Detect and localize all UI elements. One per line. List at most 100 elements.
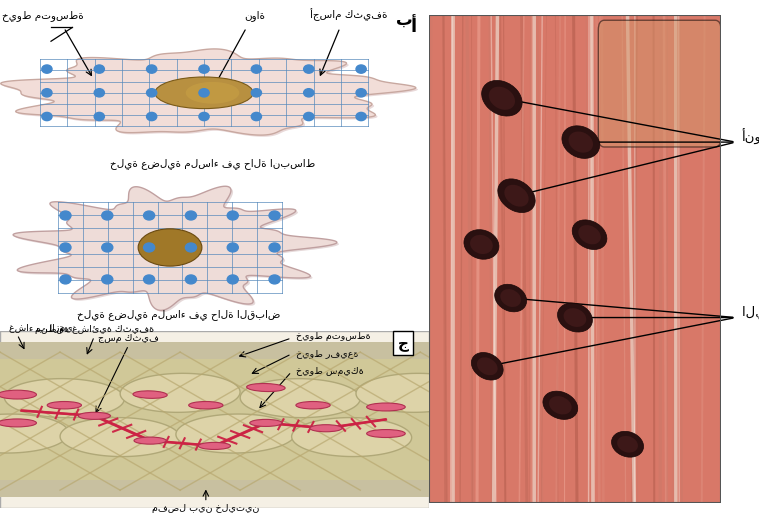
Ellipse shape <box>612 431 644 457</box>
Circle shape <box>199 112 209 121</box>
Ellipse shape <box>564 308 586 327</box>
Circle shape <box>143 243 155 252</box>
Circle shape <box>269 275 280 284</box>
Text: خلية عضلية ملساء في حالة القباض: خلية عضلية ملساء في حالة القباض <box>77 309 280 320</box>
Ellipse shape <box>568 131 593 153</box>
Circle shape <box>102 211 113 220</box>
Ellipse shape <box>498 179 535 212</box>
Circle shape <box>356 89 366 97</box>
Ellipse shape <box>198 442 231 449</box>
Circle shape <box>146 65 157 73</box>
Circle shape <box>185 275 197 284</box>
Polygon shape <box>120 373 240 412</box>
Text: خيوط متوسطة: خيوط متوسطة <box>2 10 83 21</box>
Text: غشاء بلازمي: غشاء بلازمي <box>8 324 72 332</box>
Circle shape <box>94 89 105 97</box>
Ellipse shape <box>155 77 253 109</box>
Polygon shape <box>176 414 296 453</box>
Text: منطقة غشائية كثيفة: منطقة غشائية كثيفة <box>35 325 154 334</box>
Text: خلية عضلية ملساء في حالة انبساط: خلية عضلية ملساء في حالة انبساط <box>110 158 315 169</box>
Circle shape <box>269 243 280 252</box>
Circle shape <box>42 65 52 73</box>
Circle shape <box>356 112 366 121</box>
Circle shape <box>251 65 262 73</box>
Ellipse shape <box>562 126 600 159</box>
Ellipse shape <box>504 185 529 207</box>
Text: خيوط سميكة: خيوط سميكة <box>296 367 364 376</box>
Polygon shape <box>1 49 416 135</box>
Circle shape <box>102 275 113 284</box>
Ellipse shape <box>482 81 522 116</box>
Ellipse shape <box>367 403 405 411</box>
Ellipse shape <box>296 402 330 409</box>
Circle shape <box>227 211 238 220</box>
Circle shape <box>42 89 52 97</box>
Bar <box>0 342 429 359</box>
Ellipse shape <box>134 437 166 444</box>
Circle shape <box>94 65 105 73</box>
Ellipse shape <box>186 82 239 104</box>
Circle shape <box>185 243 197 252</box>
Text: ب: ب <box>395 10 412 28</box>
Text: خيوط متوسطة: خيوط متوسطة <box>296 332 370 341</box>
Circle shape <box>199 65 209 73</box>
Polygon shape <box>60 418 180 457</box>
Polygon shape <box>0 414 68 453</box>
Polygon shape <box>3 51 418 137</box>
Circle shape <box>269 211 280 220</box>
Ellipse shape <box>572 220 607 249</box>
Text: ج: ج <box>398 336 408 351</box>
Circle shape <box>42 112 52 121</box>
Polygon shape <box>356 373 476 412</box>
Text: مفصل بين خليتين: مفصل بين خليتين <box>152 504 260 513</box>
Bar <box>0 352 429 494</box>
Text: خيوط رفيعة: خيوط رفيعة <box>296 349 358 359</box>
Ellipse shape <box>367 429 405 438</box>
Circle shape <box>94 112 105 121</box>
Circle shape <box>356 65 366 73</box>
Circle shape <box>60 211 71 220</box>
Ellipse shape <box>133 391 167 399</box>
Circle shape <box>143 211 155 220</box>
Ellipse shape <box>78 412 110 420</box>
Circle shape <box>146 112 157 121</box>
Ellipse shape <box>247 384 285 391</box>
Circle shape <box>60 243 71 252</box>
Text: أ: أ <box>411 18 417 36</box>
Circle shape <box>185 211 197 220</box>
Circle shape <box>304 65 314 73</box>
Ellipse shape <box>470 235 493 254</box>
Circle shape <box>227 243 238 252</box>
Polygon shape <box>13 186 337 310</box>
Circle shape <box>60 275 71 284</box>
Polygon shape <box>5 379 124 418</box>
Ellipse shape <box>495 284 527 312</box>
FancyBboxPatch shape <box>598 20 721 147</box>
Circle shape <box>304 89 314 97</box>
Bar <box>0 480 429 497</box>
Ellipse shape <box>464 230 499 259</box>
Ellipse shape <box>310 425 342 432</box>
Ellipse shape <box>489 87 515 110</box>
Ellipse shape <box>0 419 36 427</box>
Polygon shape <box>15 188 339 312</box>
Ellipse shape <box>189 402 223 409</box>
Ellipse shape <box>500 289 521 307</box>
Ellipse shape <box>47 402 81 409</box>
Ellipse shape <box>471 352 503 380</box>
Circle shape <box>304 112 314 121</box>
Circle shape <box>227 275 238 284</box>
Polygon shape <box>240 379 361 418</box>
Text: أجسام كثيفة: أجسام كثيفة <box>310 8 387 21</box>
Polygon shape <box>291 418 411 457</box>
Ellipse shape <box>543 391 578 420</box>
Ellipse shape <box>617 436 638 452</box>
Ellipse shape <box>549 396 572 415</box>
Ellipse shape <box>578 225 601 244</box>
Text: جسم كثيف: جسم كثيف <box>98 334 159 343</box>
Ellipse shape <box>0 390 36 399</box>
Ellipse shape <box>250 420 282 426</box>
Circle shape <box>251 89 262 97</box>
Circle shape <box>143 275 155 284</box>
Circle shape <box>146 89 157 97</box>
